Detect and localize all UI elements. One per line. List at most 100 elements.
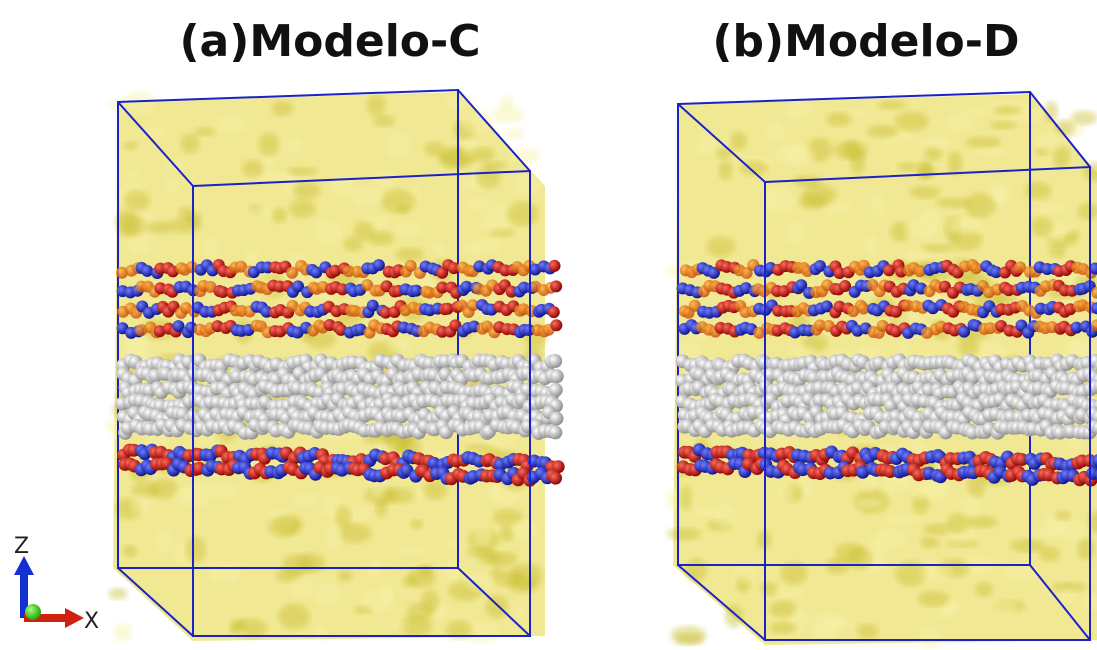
density-blob bbox=[475, 527, 492, 545]
density-blob bbox=[826, 112, 852, 126]
density-blob bbox=[186, 536, 206, 562]
atom bbox=[550, 319, 562, 331]
density-blob bbox=[1077, 538, 1094, 560]
density-blob bbox=[775, 586, 787, 598]
axis-label: X bbox=[84, 609, 99, 634]
density-blob bbox=[509, 148, 540, 163]
density-blob bbox=[343, 237, 363, 252]
density-blob bbox=[948, 151, 963, 175]
density-blob bbox=[408, 567, 436, 587]
density-blob bbox=[123, 141, 137, 150]
density-blob bbox=[867, 125, 898, 138]
density-blob bbox=[337, 570, 352, 582]
density-blob bbox=[492, 107, 525, 124]
density-blob bbox=[973, 147, 1009, 156]
density-blob bbox=[776, 483, 795, 502]
density-blob bbox=[920, 627, 941, 648]
density-blob bbox=[127, 170, 141, 180]
density-blob bbox=[936, 198, 972, 208]
density-blob bbox=[433, 243, 445, 255]
atom bbox=[549, 383, 563, 397]
density-blob bbox=[122, 215, 146, 236]
density-blob bbox=[885, 516, 918, 524]
density-blob bbox=[181, 134, 200, 154]
density-blob bbox=[339, 523, 372, 543]
density-blob bbox=[245, 250, 259, 265]
density-blob bbox=[477, 166, 501, 189]
density-blob bbox=[734, 565, 756, 583]
density-blob bbox=[508, 576, 539, 593]
density-blob bbox=[1030, 528, 1065, 539]
density-blob bbox=[784, 591, 805, 599]
density-blob bbox=[910, 186, 941, 199]
density-blob bbox=[367, 94, 386, 116]
density-blob bbox=[994, 106, 1022, 115]
density-blob bbox=[385, 133, 411, 158]
density-blob bbox=[124, 190, 150, 211]
density-blob bbox=[314, 222, 343, 244]
density-blob bbox=[271, 101, 293, 117]
density-blob bbox=[695, 506, 715, 517]
density-blob bbox=[204, 237, 219, 259]
density-blob bbox=[920, 537, 939, 549]
density-blob bbox=[857, 624, 879, 640]
density-blob bbox=[671, 626, 707, 645]
density-blob bbox=[248, 207, 275, 217]
density-blob bbox=[685, 558, 707, 581]
density-blob bbox=[833, 141, 868, 160]
density-blob bbox=[194, 127, 215, 136]
density-blob bbox=[1031, 217, 1054, 236]
density-blob bbox=[124, 91, 156, 115]
density-blob bbox=[1010, 539, 1045, 553]
density-blob bbox=[485, 595, 508, 618]
density-blob bbox=[146, 221, 173, 234]
density-blob bbox=[706, 237, 735, 257]
density-blob bbox=[785, 222, 805, 245]
density-blob bbox=[947, 218, 983, 235]
density-blob bbox=[515, 174, 539, 193]
density-blob bbox=[1059, 589, 1076, 604]
density-blob bbox=[990, 121, 1017, 129]
density-blob bbox=[208, 563, 241, 583]
density-blob bbox=[186, 481, 210, 507]
density-blob bbox=[767, 120, 785, 141]
density-blob bbox=[293, 493, 321, 506]
density-blob bbox=[877, 100, 906, 109]
density-blob bbox=[481, 210, 511, 233]
density-blob bbox=[272, 207, 286, 223]
density-blob bbox=[398, 547, 426, 555]
atom bbox=[550, 280, 562, 292]
atom bbox=[548, 306, 560, 318]
density-blob bbox=[149, 479, 177, 499]
density-blob bbox=[230, 620, 247, 633]
atom bbox=[549, 472, 562, 485]
density-blob bbox=[1066, 339, 1087, 353]
density-blob bbox=[278, 604, 310, 629]
density-blob bbox=[131, 494, 152, 515]
density-blob bbox=[1004, 564, 1039, 581]
density-blob bbox=[463, 243, 482, 253]
density-blob bbox=[466, 198, 495, 209]
density-blob bbox=[912, 484, 928, 500]
density-blob bbox=[857, 499, 884, 508]
density-blob bbox=[1055, 511, 1071, 521]
density-blob bbox=[282, 137, 301, 152]
density-blob bbox=[947, 513, 970, 533]
density-blob bbox=[397, 205, 409, 214]
density-blob bbox=[719, 161, 733, 180]
density-blob bbox=[425, 141, 444, 156]
density-blob bbox=[510, 521, 538, 539]
density-blob bbox=[918, 160, 931, 179]
density-blob bbox=[787, 145, 815, 167]
density-blob bbox=[286, 167, 318, 175]
density-blob bbox=[259, 132, 279, 156]
density-blob bbox=[487, 483, 499, 500]
density-blob bbox=[809, 612, 845, 633]
density-blob bbox=[872, 193, 885, 217]
density-blob bbox=[679, 486, 692, 511]
density-blob bbox=[799, 194, 828, 210]
density-blob bbox=[714, 503, 736, 528]
density-blob bbox=[293, 182, 321, 199]
density-blob bbox=[966, 106, 991, 116]
density-blob bbox=[995, 600, 1017, 614]
